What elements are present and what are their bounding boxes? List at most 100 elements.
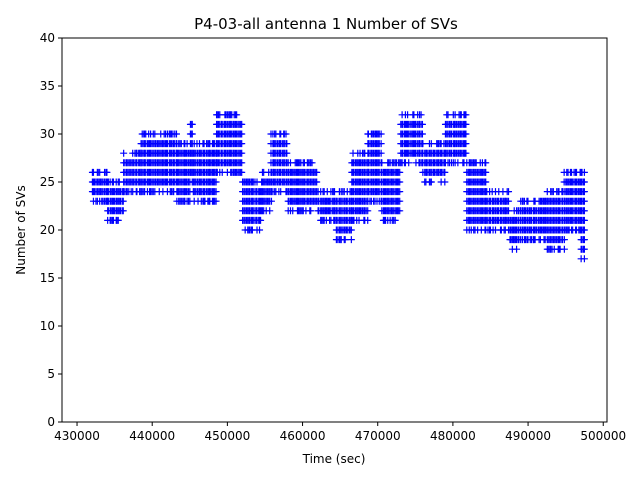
data-point — [257, 216, 265, 224]
data-point — [256, 226, 264, 234]
x-axis-label: Time (sec) — [302, 452, 366, 466]
data-point — [580, 255, 588, 263]
data-point — [238, 120, 246, 128]
chart-title: P4-03-all antenna 1 Number of SVs — [194, 15, 458, 33]
data-point — [580, 188, 588, 196]
data-point — [188, 130, 196, 138]
data-point — [313, 178, 321, 186]
data-point — [188, 120, 196, 128]
data-point — [396, 178, 404, 186]
data-point — [427, 178, 435, 186]
data-point — [560, 236, 568, 244]
data-point — [396, 188, 404, 196]
data-point — [103, 168, 111, 176]
axis-ticks: 430000 440000 450000 460000 470000 480000 4900… — [40, 31, 626, 443]
data-point — [266, 207, 274, 215]
data-point — [580, 207, 588, 215]
x-tick-label: 470000 — [355, 429, 401, 443]
data-point — [119, 197, 127, 205]
data-point — [505, 197, 513, 205]
data-point — [482, 168, 490, 176]
data-point — [391, 216, 399, 224]
data-point — [308, 159, 316, 167]
x-tick-label: 460000 — [280, 429, 326, 443]
data-point — [560, 245, 568, 253]
data-point — [580, 236, 588, 244]
data-point — [377, 140, 385, 148]
data-point — [418, 120, 426, 128]
data-point — [364, 216, 372, 224]
data-point — [238, 149, 246, 157]
data-point — [580, 216, 588, 224]
y-axis-label: Number of SVs — [14, 185, 28, 274]
data-point — [347, 236, 355, 244]
plot-frame — [61, 37, 608, 423]
data-point — [212, 178, 220, 186]
data-point — [405, 159, 413, 167]
data-point — [238, 168, 246, 176]
data-point — [120, 149, 128, 157]
data-point — [238, 140, 246, 148]
y-tick-label: 30 — [40, 127, 55, 141]
x-tick-label: 490000 — [505, 429, 551, 443]
x-tick-label: 500000 — [580, 429, 626, 443]
data-point — [482, 159, 490, 167]
data-point — [313, 168, 321, 176]
data-point — [377, 130, 385, 138]
data-point — [282, 130, 290, 138]
data-point — [505, 188, 513, 196]
data-point — [482, 178, 490, 186]
data-point — [580, 197, 588, 205]
y-tick-label: 0 — [47, 415, 55, 429]
data-point — [419, 140, 427, 148]
data-point — [580, 245, 588, 253]
x-tick-label: 440000 — [129, 429, 175, 443]
data-point — [347, 226, 355, 234]
data-point — [441, 168, 449, 176]
data-point — [513, 245, 521, 253]
data-point — [212, 197, 220, 205]
data-point — [341, 236, 349, 244]
scatter-markers — [88, 111, 588, 263]
data-point — [462, 120, 470, 128]
data-point — [441, 178, 449, 186]
y-tick-label: 40 — [40, 31, 55, 45]
y-tick-label: 35 — [40, 79, 55, 93]
data-point — [283, 140, 291, 148]
data-point — [462, 149, 470, 157]
data-point — [580, 178, 588, 186]
y-tick-label: 20 — [40, 223, 55, 237]
data-point — [151, 130, 159, 138]
data-point — [524, 197, 532, 205]
data-point — [233, 111, 241, 119]
y-tick-label: 5 — [47, 367, 55, 381]
data-point — [396, 168, 404, 176]
data-point — [267, 197, 275, 205]
data-point — [396, 207, 404, 215]
data-point — [417, 111, 425, 119]
x-tick-label: 480000 — [430, 429, 476, 443]
data-point — [172, 130, 180, 138]
y-tick-label: 25 — [40, 175, 55, 189]
data-point — [377, 149, 385, 157]
data-point — [307, 207, 315, 215]
data-point — [462, 130, 470, 138]
data-point — [238, 159, 246, 167]
data-point — [396, 197, 404, 205]
data-point — [462, 111, 470, 119]
x-tick-label: 450000 — [204, 429, 250, 443]
data-point — [283, 149, 291, 157]
data-point — [462, 140, 470, 148]
data-point — [119, 207, 127, 215]
data-point — [580, 168, 588, 176]
y-tick-label: 10 — [40, 319, 55, 333]
y-tick-label: 15 — [40, 271, 55, 285]
data-point — [580, 226, 588, 234]
data-point — [364, 207, 372, 215]
x-tick-label: 430000 — [54, 429, 100, 443]
data-point — [114, 216, 122, 224]
data-point — [212, 188, 220, 196]
data-point — [378, 159, 386, 167]
